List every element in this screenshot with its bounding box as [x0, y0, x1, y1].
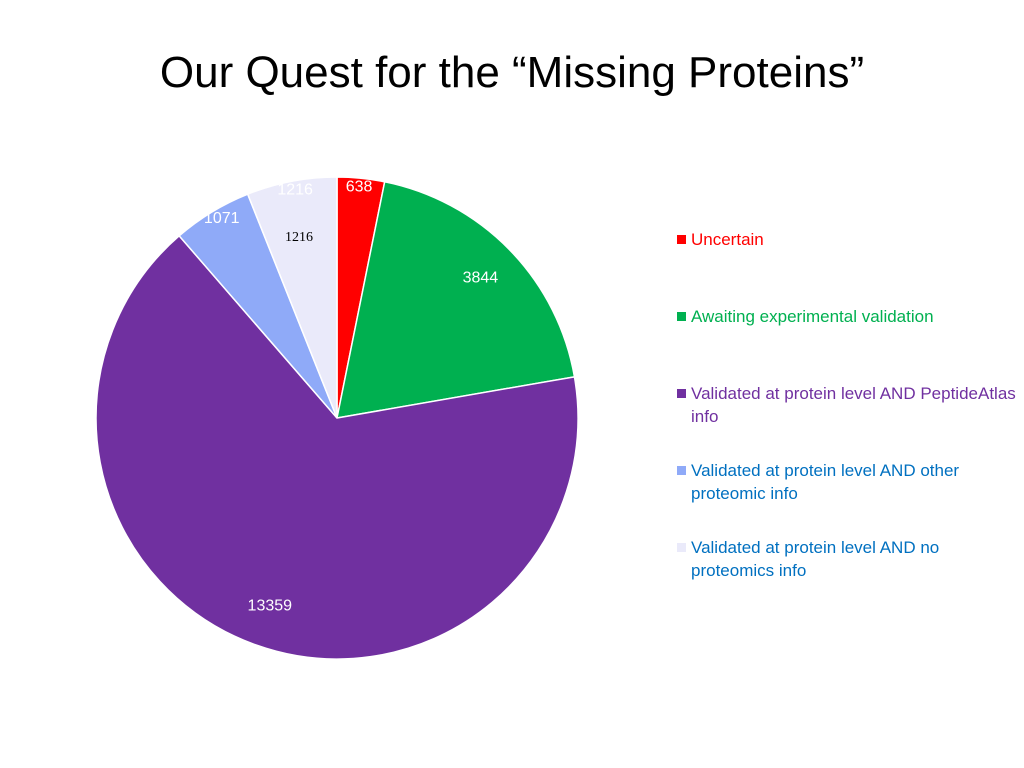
- legend-swatch: [677, 312, 686, 321]
- legend-item: Awaiting experimental validation: [676, 305, 1016, 382]
- legend-item: Validated at protein level AND other pro…: [676, 459, 1016, 536]
- legend-label: Uncertain: [691, 230, 764, 249]
- legend-item: Validated at protein level AND no proteo…: [676, 536, 1016, 613]
- data-label: 3844: [463, 270, 499, 287]
- pie-slice: [336, 180, 576, 419]
- legend: Uncertain Awaiting experimental validatio…: [676, 228, 1016, 613]
- legend-label: Validated at protein level AND PeptideAt…: [691, 384, 1016, 426]
- slide-title: Our Quest for the “Missing Proteins”: [159, 48, 865, 97]
- data-label: 1216: [277, 181, 313, 198]
- data-label: 1071: [204, 210, 240, 227]
- legend-swatch: [677, 235, 686, 244]
- pie-slice: [95, 234, 579, 660]
- data-label: 13359: [248, 598, 293, 615]
- legend-item: Uncertain: [676, 228, 1016, 305]
- annotation: 1216: [285, 230, 313, 245]
- legend-label: Validated at protein level AND other pro…: [691, 461, 960, 503]
- legend-label: Validated at protein level AND no proteo…: [691, 538, 940, 580]
- legend-swatch: [677, 389, 686, 398]
- legend-swatch: [677, 543, 686, 552]
- pie-slice: [246, 176, 338, 419]
- legend-item: Validated at protein level AND PeptideAt…: [676, 382, 1016, 459]
- legend-label: Awaiting experimental validation: [691, 307, 934, 326]
- data-label: 638: [346, 179, 373, 196]
- legend-swatch: [677, 466, 686, 475]
